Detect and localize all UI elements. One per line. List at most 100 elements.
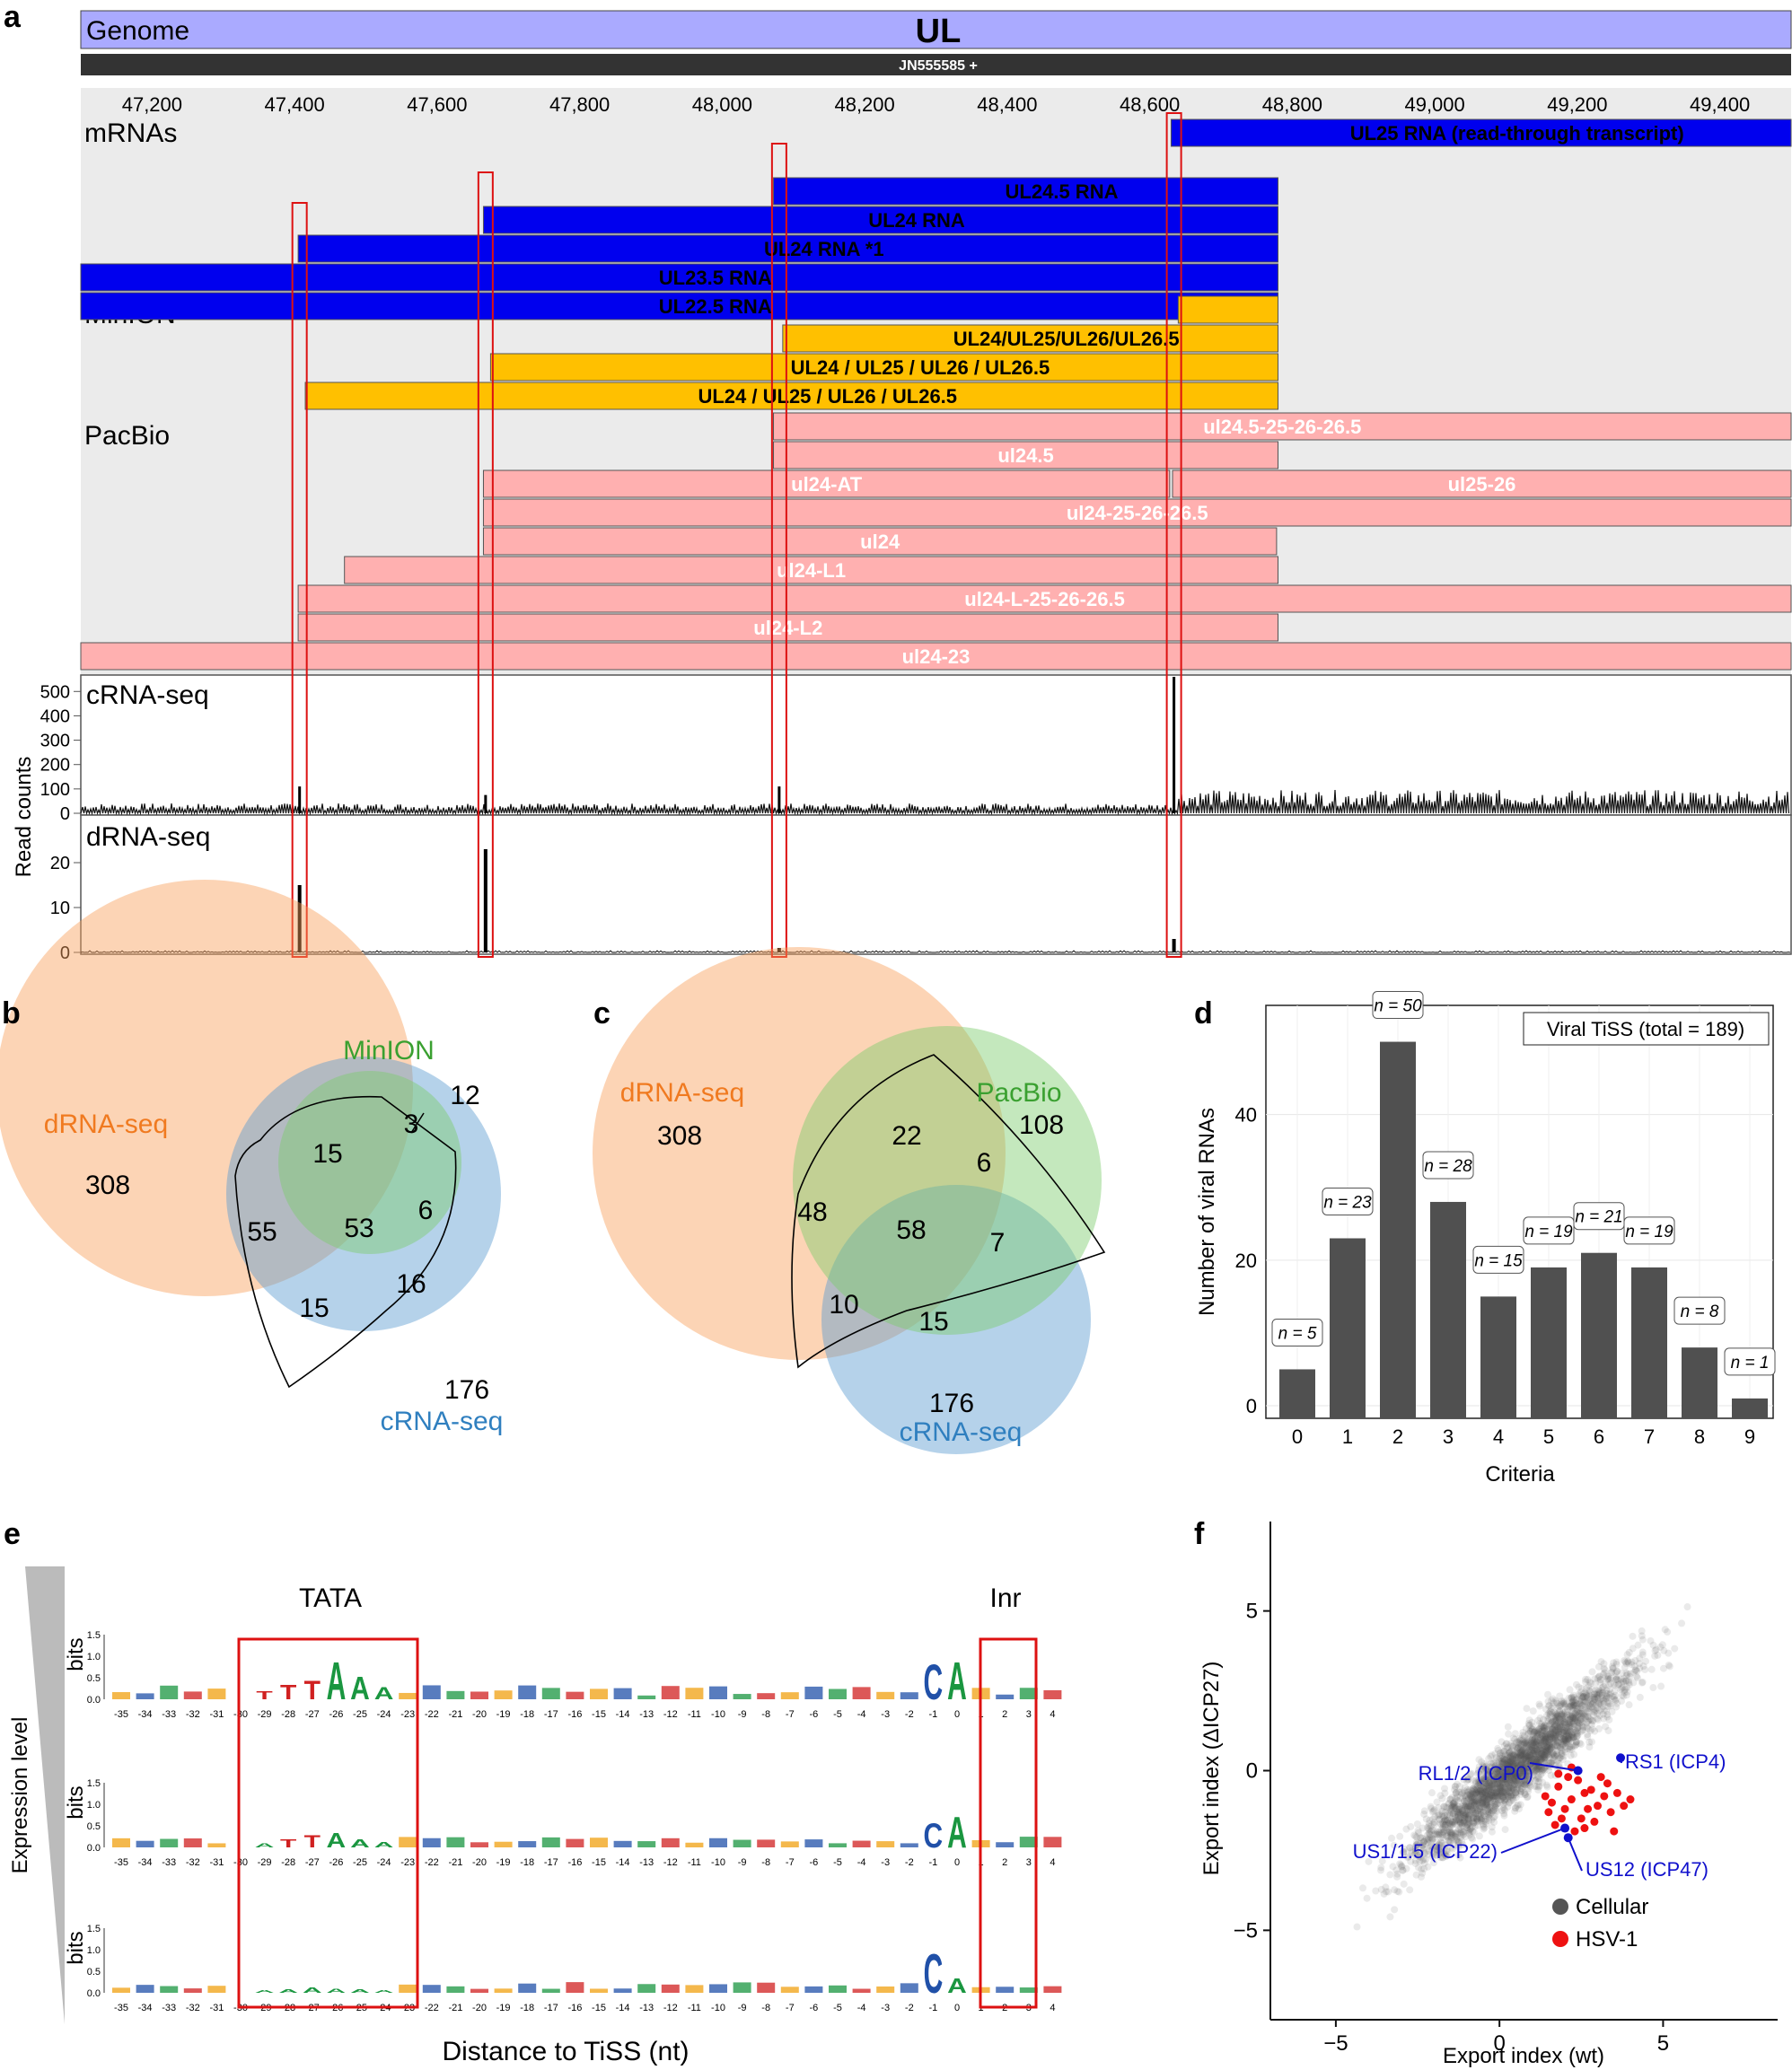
cellular-point	[1488, 1774, 1496, 1782]
cellular-point	[1621, 1685, 1629, 1693]
cellular-point	[1485, 1787, 1493, 1795]
cellular-point	[1560, 1701, 1568, 1709]
cellular-point	[1513, 1738, 1521, 1746]
cellular-point	[1525, 1779, 1533, 1787]
cellular-point	[1484, 1770, 1492, 1778]
cellular-point	[1522, 1752, 1530, 1760]
logo-letter: A	[327, 1987, 347, 1995]
cellular-point	[1452, 1829, 1460, 1838]
cellular-point	[1399, 1848, 1407, 1856]
cellular-point	[1591, 1727, 1599, 1735]
cellular-point	[1452, 1817, 1460, 1825]
cellular-point	[1483, 1803, 1491, 1811]
y-axis-label: Read counts	[12, 757, 36, 878]
position-label: -7	[786, 1709, 795, 1720]
cellular-point	[1440, 1802, 1448, 1811]
cellular-point	[1555, 1728, 1563, 1736]
cellular-point	[1477, 1803, 1485, 1811]
logo-letter-small	[518, 1685, 537, 1699]
position-label: -8	[761, 1857, 770, 1868]
cellular-point	[1488, 1788, 1496, 1796]
cellular-point	[1524, 1756, 1532, 1764]
position-label: -29	[258, 1709, 272, 1720]
cellular-point	[1525, 1741, 1533, 1749]
ytick-label: 5	[1246, 1600, 1258, 1624]
cellular-point	[1453, 1816, 1461, 1824]
cellular-point	[1524, 1781, 1532, 1789]
cellular-point	[1606, 1702, 1614, 1710]
cellular-point	[1612, 1661, 1621, 1669]
axis-tick-label: 49,400	[1690, 93, 1750, 116]
venn-count: 6	[977, 1148, 992, 1178]
cellular-point	[1571, 1715, 1579, 1723]
logo-letter-small	[446, 1690, 465, 1699]
genome-label: Genome	[86, 16, 189, 46]
cellular-point	[1495, 1756, 1503, 1764]
cellular-point	[1440, 1827, 1448, 1835]
cellular-point	[1590, 1706, 1598, 1714]
cellular-point	[1538, 1732, 1546, 1740]
cellular-point	[1377, 1885, 1385, 1893]
cellular-point	[1438, 1819, 1446, 1827]
logo-letter-small	[590, 1988, 608, 1993]
cellular-point	[1628, 1661, 1636, 1669]
cellular-point	[1506, 1764, 1514, 1772]
cellular-point	[1515, 1741, 1523, 1749]
position-label: -15	[592, 1709, 606, 1720]
cellular-point	[1542, 1745, 1550, 1753]
cellular-point	[1511, 1804, 1519, 1812]
cellular-point	[1487, 1767, 1495, 1775]
cellular-point	[1466, 1828, 1474, 1836]
cellular-point	[1447, 1831, 1455, 1839]
cellular-point	[1479, 1796, 1487, 1804]
cellular-point	[1510, 1760, 1518, 1768]
cellular-point	[1561, 1715, 1569, 1724]
cellular-point	[1502, 1740, 1510, 1748]
y-axis-label: Number of viral RNAs	[1195, 1108, 1219, 1316]
cellular-point	[1554, 1714, 1562, 1722]
venn-count: 15	[312, 1139, 342, 1169]
cellular-point	[1507, 1768, 1515, 1776]
cellular-point	[1382, 1888, 1390, 1896]
legend-cellular-dot	[1552, 1899, 1568, 1915]
cellular-point	[1603, 1687, 1611, 1695]
cellular-point	[1480, 1767, 1488, 1776]
cellular-point	[1563, 1726, 1571, 1734]
mrna-bar	[80, 292, 1278, 320]
cellular-point	[1611, 1695, 1619, 1703]
venn-count: 15	[299, 1294, 329, 1323]
cellular-point	[1505, 1757, 1513, 1765]
cellular-point	[1487, 1767, 1495, 1776]
axis-ruler	[81, 88, 1791, 118]
pacbio-bar	[1172, 469, 1792, 498]
cellular-point	[1417, 1873, 1425, 1881]
cellular-point	[1471, 1811, 1480, 1820]
cellular-point	[1683, 1603, 1691, 1611]
cellular-point	[1430, 1818, 1438, 1826]
cellular-point	[1547, 1759, 1555, 1767]
cellular-point	[1468, 1796, 1476, 1804]
cellular-point	[1486, 1763, 1494, 1771]
crna-peak	[298, 786, 302, 813]
crna-peak	[777, 786, 781, 813]
cellular-point	[1524, 1741, 1533, 1750]
cellular-point	[1507, 1740, 1515, 1748]
cellular-point	[1493, 1800, 1501, 1808]
cellular-point	[1446, 1795, 1454, 1803]
cellular-point	[1534, 1732, 1542, 1740]
position-label: -16	[567, 1857, 582, 1868]
cellular-point	[1457, 1813, 1465, 1821]
cellular-point	[1634, 1641, 1642, 1649]
logo-letter-small	[804, 1839, 823, 1847]
cellular-point	[1576, 1739, 1584, 1747]
cellular-point	[1520, 1747, 1528, 1755]
cellular-point	[1518, 1776, 1526, 1785]
bar	[1531, 1267, 1567, 1418]
ytick-label: 40	[1235, 1104, 1257, 1127]
cellular-point	[1510, 1763, 1518, 1771]
axis-tick-label: 48,400	[977, 93, 1037, 116]
cellular-point	[1599, 1703, 1607, 1711]
cellular-point	[1496, 1780, 1504, 1788]
cellular-point	[1476, 1785, 1484, 1793]
cellular-point	[1585, 1681, 1593, 1689]
